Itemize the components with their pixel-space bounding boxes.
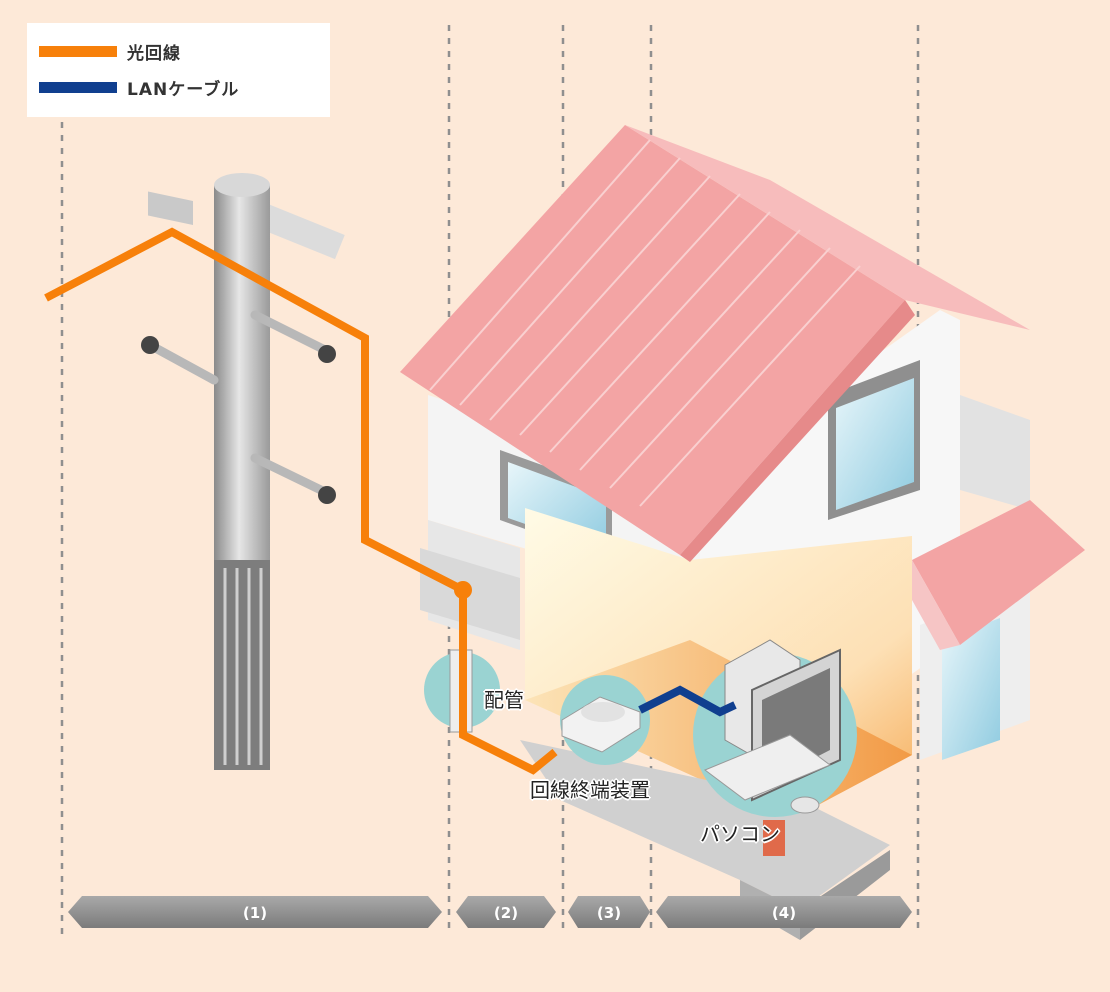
section-bar-2 [456,896,556,928]
pc-label: パソコン [700,822,780,846]
onu-label: 回線終端装置 [530,778,650,802]
section-bar-4 [656,896,912,928]
conduit-label: 配管 [484,688,524,712]
fiber-line [44,227,558,775]
equipment [424,639,857,817]
section-bar-1 [68,896,442,928]
legend-item-fiber: 光回線 [39,39,181,64]
lan-swatch [39,81,117,93]
house [400,125,1085,940]
section-label-2: (2) [494,904,518,922]
legend: 光回線 LANケーブル [27,23,330,117]
legend-label-fiber: 光回線 [127,43,181,64]
fiber-junction [454,581,472,599]
section-bars: (1) (2) (3) (4) [68,896,912,928]
section-label-1: (1) [243,904,267,922]
section-bar-3 [568,896,650,928]
section-label-4: (4) [772,904,796,922]
fiber-swatch [39,45,117,57]
legend-label-lan: LANケーブル [127,79,240,100]
legend-item-lan: LANケーブル [39,75,240,100]
section-label-3: (3) [597,904,621,922]
lan-line [638,685,737,717]
utility-pole [141,173,345,770]
